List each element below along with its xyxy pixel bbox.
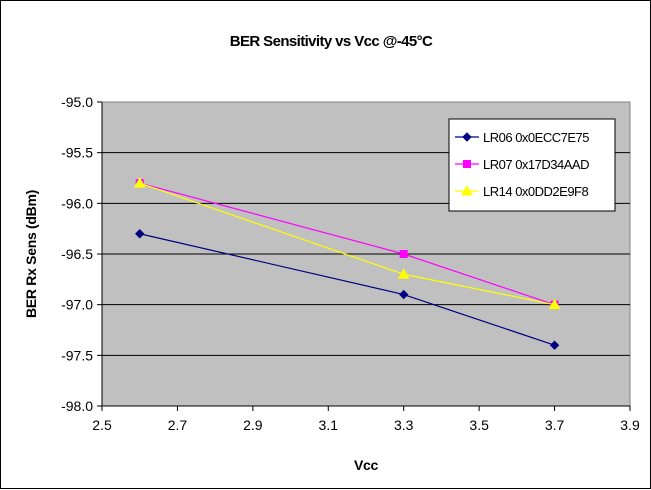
legend-label: LR14 0x0DD2E9F8 <box>483 184 588 199</box>
legend-entry: LR14 0x0DD2E9F8 <box>455 184 589 199</box>
y-tick-label: -96.5 <box>61 246 93 262</box>
legend: LR06 0x0ECC7E75 LR07 0x17D34AAD LR14 0x0DD… <box>448 118 616 212</box>
data-point <box>397 268 410 279</box>
data-point <box>135 229 145 239</box>
y-tick-labels: -95.0 -95.5 -96.0 -96.5 -97.0 -97.5 -98.0 <box>61 94 93 414</box>
legend-entry: LR06 0x0ECC7E75 <box>455 130 590 145</box>
x-tick-label: 3.9 <box>620 417 640 433</box>
series-1 <box>135 229 560 350</box>
series-3 <box>133 177 561 310</box>
y-tick-label: -97.0 <box>61 297 93 313</box>
x-tick-label: 3.3 <box>394 417 414 433</box>
x-tick-label: 2.7 <box>168 417 188 433</box>
legend-entry: LR07 0x17D34AAD <box>455 157 590 172</box>
legend-marker <box>462 132 472 142</box>
series-layer <box>133 177 561 350</box>
y-tick-label: -96.0 <box>61 195 93 211</box>
legend-box <box>448 118 616 212</box>
x-tick-label: 3.1 <box>319 417 339 433</box>
data-point <box>399 289 409 300</box>
legend-marker <box>463 160 471 168</box>
y-tick-label: -95.5 <box>61 145 93 161</box>
axes <box>97 101 631 411</box>
y-tick-label: -97.5 <box>61 347 93 363</box>
data-point <box>399 250 408 258</box>
legend-label: LR06 0x0ECC7E75 <box>483 130 589 145</box>
y-axis-label: BER Rx Sens (dBm) <box>23 190 39 318</box>
data-point <box>133 177 146 188</box>
data-point <box>549 340 560 350</box>
y-tick-label: -95.0 <box>61 94 93 110</box>
y-tick-label: -98.0 <box>61 398 93 414</box>
legend-label: LR07 0x17D34AAD <box>483 157 589 172</box>
x-tick-label: 3.7 <box>545 417 565 433</box>
x-tick-labels: 2.5 2.7 2.9 3.1 3.3 3.5 3.7 3.9 <box>92 417 640 433</box>
data-point <box>548 298 561 310</box>
x-tick-label: 3.5 <box>469 417 489 433</box>
x-tick-label: 2.5 <box>92 417 112 433</box>
x-axis-label: Vcc <box>354 457 379 473</box>
x-tick-label: 2.9 <box>243 417 263 433</box>
legend-marker <box>461 184 473 196</box>
chart-title: BER Sensitivity vs Vcc @-45°C <box>230 33 433 50</box>
